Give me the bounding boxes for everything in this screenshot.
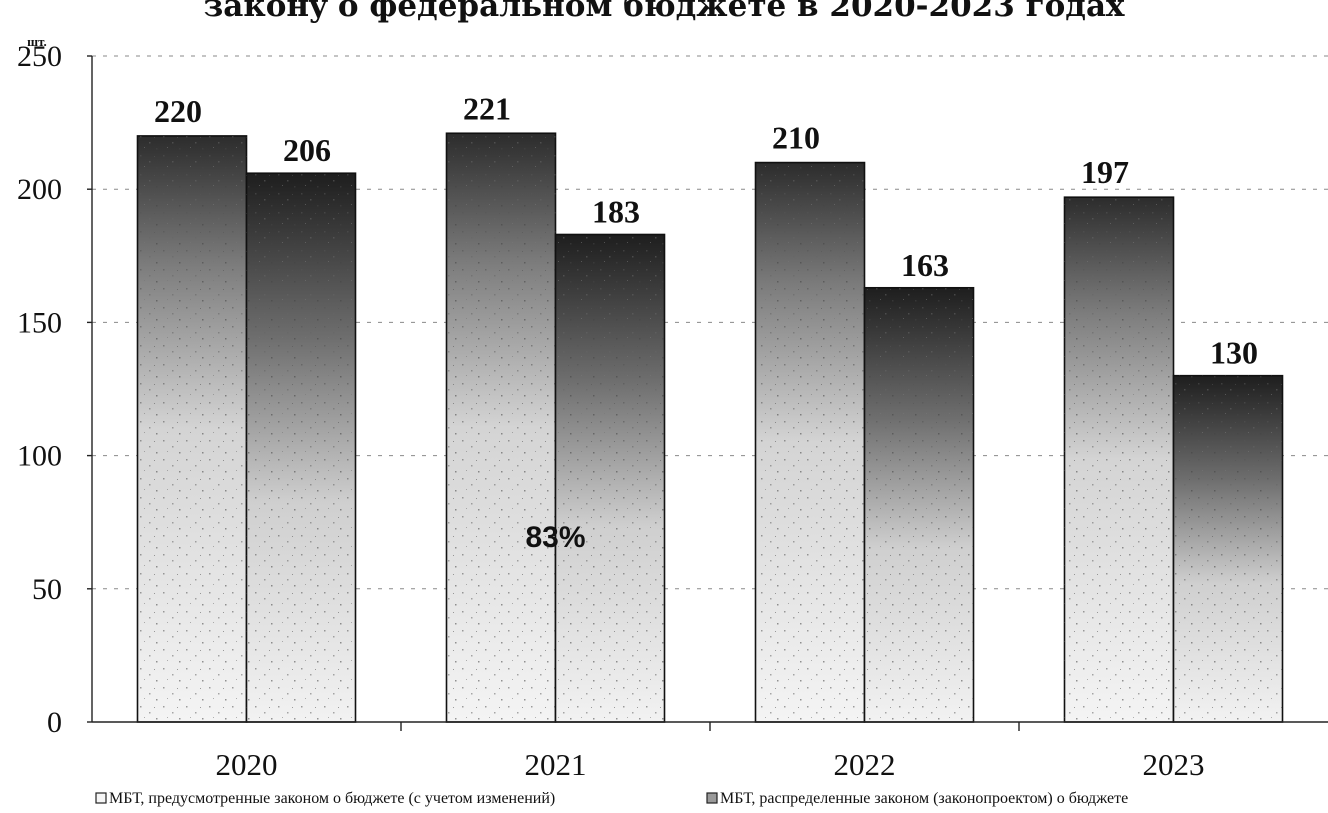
legend-label-series-2: МБТ, распределенные законом (законопроек… (720, 790, 1128, 807)
y-axis-ticks: 0 50 100 150 200 250 (17, 40, 92, 739)
y-tick-label: 50 (32, 573, 62, 606)
y-tick-label: 200 (17, 173, 62, 206)
chart-title: законy о федеральном бюджете в 2020-2023… (203, 0, 1125, 24)
y-axis-unit: шт. (27, 34, 47, 49)
data-label: 220 (154, 93, 202, 129)
y-tick-label: 0 (47, 706, 62, 739)
legend-swatch-series-2 (706, 792, 718, 804)
legend: МБТ, предусмотренные законом о бюджете (… (95, 790, 1128, 807)
x-axis-ticks: 2020 2021 2022 2023 (216, 722, 1205, 782)
bar-texture (446, 133, 556, 723)
data-label: 221 (463, 90, 511, 126)
data-label: 130 (1210, 335, 1258, 371)
legend-swatch-series-1 (95, 792, 107, 804)
bar-texture (137, 135, 247, 723)
bar-texture (246, 173, 356, 722)
bar-texture (864, 287, 974, 722)
bar-texture (1173, 375, 1283, 722)
data-label: 210 (772, 120, 820, 156)
annotation-percent: 83% (525, 521, 585, 554)
annotations: 83% (525, 521, 585, 554)
x-tick-label: 2022 (834, 747, 896, 782)
data-label: 197 (1081, 154, 1129, 190)
y-tick-label: 250 (17, 40, 62, 73)
bar-texture (1064, 197, 1174, 722)
data-label: 206 (283, 132, 331, 168)
bar-texture (755, 162, 865, 722)
data-label: 163 (901, 247, 949, 283)
y-tick-label: 150 (17, 306, 62, 339)
bars (136, 132, 1284, 723)
x-tick-label: 2023 (1143, 747, 1205, 782)
x-tick-label: 2020 (216, 747, 278, 782)
legend-label-series-1: МБТ, предусмотренные законом о бюджете (… (109, 790, 555, 807)
x-tick-label: 2021 (525, 747, 587, 782)
data-labels: 220 206 221 183 210 163 197 130 (154, 90, 1258, 370)
data-label: 183 (592, 193, 640, 229)
bar-texture (555, 234, 665, 722)
gridlines (92, 55, 1328, 590)
y-tick-label: 100 (17, 440, 62, 473)
